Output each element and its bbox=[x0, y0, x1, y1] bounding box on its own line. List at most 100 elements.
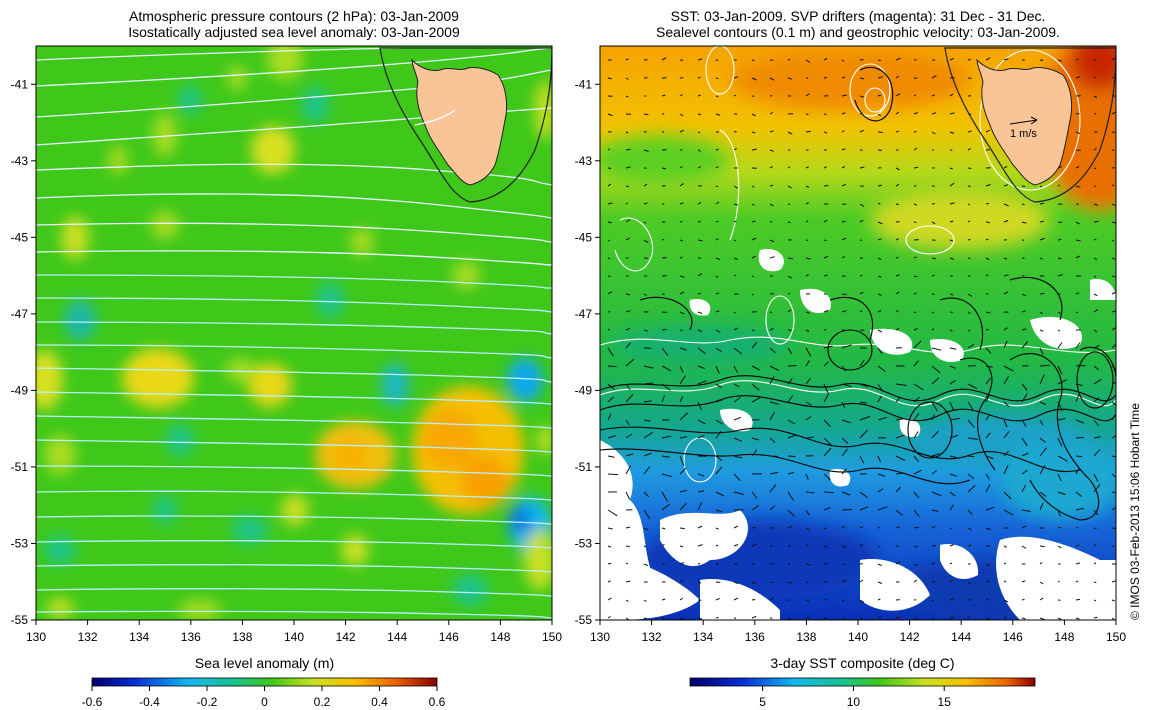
velocity-arrow bbox=[1093, 365, 1099, 371]
velocity-arrow bbox=[1039, 347, 1044, 355]
velocity-arrow bbox=[823, 239, 827, 242]
velocity-arrow bbox=[607, 291, 613, 295]
velocity-arrow bbox=[1021, 437, 1028, 447]
velocity-arrow bbox=[1021, 293, 1027, 297]
y-tick-label: -55 bbox=[11, 613, 29, 627]
velocity-arrow bbox=[985, 527, 991, 530]
velocity-arrow bbox=[949, 434, 959, 439]
velocity-arrow bbox=[751, 148, 757, 151]
velocity-arrow bbox=[787, 58, 791, 61]
velocity-arrow bbox=[877, 473, 886, 477]
velocity-arrow bbox=[1021, 617, 1026, 620]
velocity-arrow bbox=[931, 525, 936, 529]
velocity-arrow bbox=[679, 597, 683, 601]
velocity-arrow bbox=[697, 239, 703, 242]
velocity-arrow bbox=[841, 509, 852, 511]
velocity-arrow bbox=[1021, 452, 1029, 457]
velocity-arrow bbox=[679, 503, 687, 511]
velocity-arrow bbox=[949, 93, 954, 97]
velocity-arrow bbox=[1021, 328, 1027, 331]
velocity-arrow bbox=[877, 488, 884, 493]
left-title-line2: Isostatically adjusted sea level anomaly… bbox=[128, 24, 460, 40]
velocity-arrow bbox=[1075, 580, 1079, 583]
velocity-arrow bbox=[949, 417, 960, 421]
tasmania-land bbox=[411, 58, 508, 186]
x-tick-label: 148 bbox=[1054, 630, 1074, 644]
velocity-arrow bbox=[913, 469, 922, 475]
velocity-arrow bbox=[769, 149, 774, 152]
velocity-arrow bbox=[859, 274, 863, 277]
velocity-arrow bbox=[733, 274, 737, 277]
velocity-arrow bbox=[859, 579, 864, 583]
velocity-arrow bbox=[1093, 257, 1098, 261]
velocity-arrow bbox=[679, 329, 683, 332]
x-tick-label: 140 bbox=[284, 630, 304, 644]
velocity-arrow bbox=[661, 167, 667, 170]
velocity-arrow bbox=[1039, 617, 1045, 620]
velocity-arrow bbox=[1003, 203, 1009, 207]
velocity-arrow bbox=[1021, 598, 1025, 601]
velocity-arrow bbox=[949, 202, 955, 205]
velocity-arrow bbox=[715, 383, 722, 389]
y-tick-label: -55 bbox=[575, 613, 593, 627]
velocity-arrow bbox=[913, 431, 919, 439]
velocity-arrow bbox=[967, 167, 972, 169]
velocity-arrow bbox=[643, 365, 654, 369]
velocity-arrow bbox=[1075, 342, 1081, 349]
velocity-arrow bbox=[607, 597, 612, 601]
velocity-arrow bbox=[607, 413, 612, 421]
velocity-arrow bbox=[913, 203, 917, 206]
velocity-arrow bbox=[679, 412, 689, 421]
velocity-arrow bbox=[931, 469, 938, 475]
velocity-arrow bbox=[805, 113, 809, 115]
velocity-arrow bbox=[715, 95, 719, 98]
velocity-arrow bbox=[1093, 308, 1099, 313]
velocity-arrow bbox=[823, 309, 829, 313]
velocity-arrow bbox=[751, 365, 761, 371]
velocity-arrow bbox=[913, 131, 917, 133]
velocity-arrow bbox=[1111, 599, 1115, 602]
velocity-arrow bbox=[823, 419, 831, 428]
velocity-arrow bbox=[877, 347, 883, 355]
velocity-arrow bbox=[913, 360, 919, 367]
velocity-arrow bbox=[697, 347, 706, 355]
y-tick-label: -43 bbox=[575, 154, 593, 168]
velocity-arrow bbox=[949, 167, 953, 170]
velocity-arrow bbox=[1075, 507, 1085, 511]
velocity-arrow bbox=[733, 185, 738, 189]
velocity-arrow bbox=[679, 455, 685, 467]
velocity-arrow bbox=[1039, 401, 1047, 405]
velocity-arrow bbox=[679, 113, 684, 117]
sst-colorbar: 5 10 15 bbox=[689, 677, 1036, 709]
velocity-arrow bbox=[985, 506, 995, 511]
velocity-arrow bbox=[877, 365, 886, 373]
velocity-arrow bbox=[805, 93, 810, 97]
velocity-arrow bbox=[607, 257, 611, 260]
velocity-arrow bbox=[841, 579, 847, 583]
velocity-arrow bbox=[859, 401, 867, 404]
velocity-arrow bbox=[949, 379, 956, 385]
velocity-arrow bbox=[895, 130, 900, 133]
velocity-arrow bbox=[931, 562, 935, 565]
velocity-arrow bbox=[895, 472, 905, 475]
velocity-arrow bbox=[751, 341, 758, 349]
velocity-arrow bbox=[823, 131, 828, 134]
velocity-arrow bbox=[643, 431, 654, 439]
velocity-arrow bbox=[1075, 491, 1083, 497]
sla-colorbar: -0.6 -0.4 -0.2 0 0.2 0.4 0.6 bbox=[82, 677, 446, 709]
velocity-arrow bbox=[859, 129, 865, 133]
velocity-arrow bbox=[949, 616, 955, 619]
velocity-arrow bbox=[715, 257, 721, 260]
velocity-arrow bbox=[787, 275, 792, 279]
velocity-arrow bbox=[859, 617, 863, 620]
velocity-arrow bbox=[769, 328, 774, 331]
velocity-arrow bbox=[877, 506, 888, 511]
velocity-arrow bbox=[1075, 239, 1081, 242]
velocity-arrow bbox=[805, 274, 809, 277]
velocity-arrow bbox=[967, 311, 971, 315]
velocity-arrow bbox=[949, 220, 954, 223]
velocity-arrow bbox=[913, 256, 917, 259]
velocity-arrow bbox=[859, 455, 865, 464]
velocity-arrow bbox=[985, 311, 991, 314]
